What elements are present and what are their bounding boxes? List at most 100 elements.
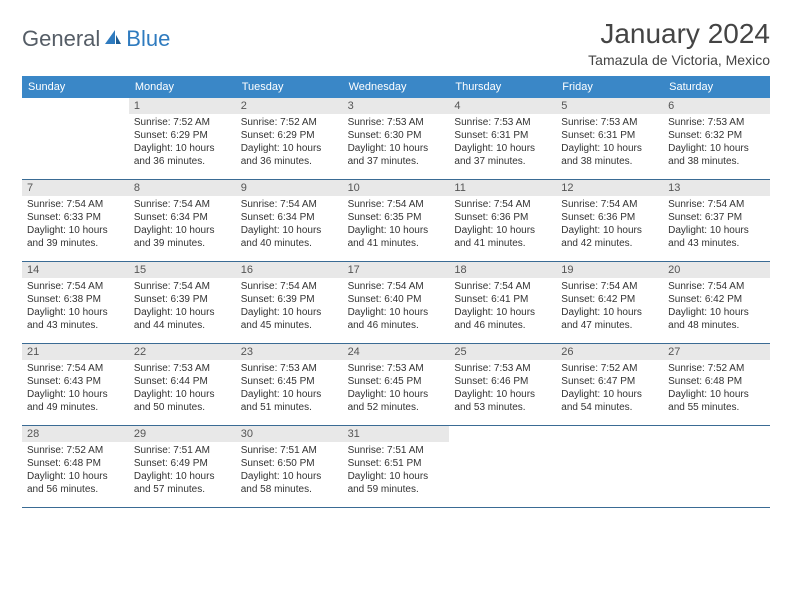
calendar-cell: 0 bbox=[663, 426, 770, 508]
calendar-cell: 0 bbox=[449, 426, 556, 508]
sunset-line: Sunset: 6:49 PM bbox=[134, 458, 208, 469]
day-number: 15 bbox=[129, 262, 236, 278]
day-details: Sunrise: 7:54 AMSunset: 6:42 PMDaylight:… bbox=[556, 278, 663, 336]
daylight-line: Daylight: 10 hours and 54 minutes. bbox=[561, 389, 642, 413]
day-number: 7 bbox=[22, 180, 129, 196]
day-details: Sunrise: 7:54 AMSunset: 6:41 PMDaylight:… bbox=[449, 278, 556, 336]
calendar-cell: 20 Sunrise: 7:54 AM Sunset: 6:42 PM Dayligh… bbox=[663, 262, 770, 344]
sunrise-line: Sunrise: 7:53 AM bbox=[454, 117, 530, 128]
logo: General Blue bbox=[22, 18, 170, 52]
day-details: Sunrise: 7:54 AMSunset: 6:35 PMDaylight:… bbox=[343, 196, 450, 254]
daylight-line: Daylight: 10 hours and 41 minutes. bbox=[454, 225, 535, 249]
day-number: 28 bbox=[22, 426, 129, 442]
sunrise-line: Sunrise: 7:54 AM bbox=[27, 281, 103, 292]
day-number: 22 bbox=[129, 344, 236, 360]
sunset-line: Sunset: 6:44 PM bbox=[134, 376, 208, 387]
day-number: 29 bbox=[129, 426, 236, 442]
daylight-line: Daylight: 10 hours and 51 minutes. bbox=[241, 389, 322, 413]
day-number: 21 bbox=[22, 344, 129, 360]
sunrise-line: Sunrise: 7:54 AM bbox=[668, 281, 744, 292]
sunset-line: Sunset: 6:45 PM bbox=[241, 376, 315, 387]
calendar-cell: 19Sunrise: 7:54 AMSunset: 6:42 PMDayligh… bbox=[556, 262, 663, 344]
daylight-line: Daylight: 10 hours and 37 minutes. bbox=[348, 143, 429, 167]
sunset-line: Sunset: 6:39 PM bbox=[241, 294, 315, 305]
sunset-line: Sunset: 6:46 PM bbox=[454, 376, 528, 387]
sunrise-line: Sunrise: 7:54 AM bbox=[241, 199, 317, 210]
day-number: 16 bbox=[236, 262, 343, 278]
day-number: 13 bbox=[663, 180, 770, 196]
sunrise-line: Sunrise: 7:54 AM bbox=[134, 199, 210, 210]
sunset-line: Sunset: 6:40 PM bbox=[348, 294, 422, 305]
sunrise-line: Sunrise: 7:53 AM bbox=[134, 363, 210, 374]
sunset-line: Sunset: 6:38 PM bbox=[27, 294, 101, 305]
weekday-header: Thursday bbox=[449, 76, 556, 98]
sunrise-line: Sunrise: 7:51 AM bbox=[348, 445, 424, 456]
sunrise-line: Sunrise: 7:51 AM bbox=[241, 445, 317, 456]
sunset-line: Sunset: 6:43 PM bbox=[27, 376, 101, 387]
sunset-line: Sunset: 6:39 PM bbox=[134, 294, 208, 305]
sunrise-line: Sunrise: 7:54 AM bbox=[668, 199, 744, 210]
calendar-cell: 6Sunrise: 7:53 AMSunset: 6:32 PMDaylight… bbox=[663, 98, 770, 180]
sunset-line: Sunset: 6:42 PM bbox=[668, 294, 742, 305]
day-details: Sunrise: 7:54 AMSunset: 6:39 PMDaylight:… bbox=[129, 278, 236, 336]
calendar-cell: 0 bbox=[556, 426, 663, 508]
logo-blue: Blue bbox=[126, 26, 170, 52]
daylight-line: Daylight: 10 hours and 43 minutes. bbox=[668, 225, 749, 249]
weekday-header: Friday bbox=[556, 76, 663, 98]
day-details: Sunrise: 7:52 AMSunset: 6:47 PMDaylight:… bbox=[556, 360, 663, 418]
calendar-cell: 12Sunrise: 7:54 AMSunset: 6:36 PMDayligh… bbox=[556, 180, 663, 262]
page-header: General Blue January 2024 Tamazula de Vi… bbox=[22, 18, 770, 68]
daylight-line: Daylight: 10 hours and 39 minutes. bbox=[134, 225, 215, 249]
sunrise-line: Sunrise: 7:53 AM bbox=[348, 117, 424, 128]
daylight-line: Daylight: 10 hours and 40 minutes. bbox=[241, 225, 322, 249]
daylight-line: Daylight: 10 hours and 43 minutes. bbox=[27, 307, 108, 331]
sunset-line: Sunset: 6:29 PM bbox=[134, 130, 208, 141]
daylight-line: Daylight: 10 hours and 47 minutes. bbox=[561, 307, 642, 331]
sunrise-line: Sunrise: 7:54 AM bbox=[27, 363, 103, 374]
sunrise-line: Sunrise: 7:52 AM bbox=[668, 363, 744, 374]
day-number: 12 bbox=[556, 180, 663, 196]
day-details: Sunrise: 7:54 AMSunset: 6:34 PMDaylight:… bbox=[236, 196, 343, 254]
day-details: Sunrise: 7:54 AMSunset: 6:34 PMDaylight:… bbox=[129, 196, 236, 254]
sunrise-line: Sunrise: 7:54 AM bbox=[241, 281, 317, 292]
calendar-cell: 14Sunrise: 7:54 AMSunset: 6:38 PMDayligh… bbox=[22, 262, 129, 344]
calendar-cell: 18Sunrise: 7:54 AMSunset: 6:41 PMDayligh… bbox=[449, 262, 556, 344]
day-details: Sunrise: 7:52 AMSunset: 6:48 PMDaylight:… bbox=[22, 442, 129, 500]
calendar-cell: 13Sunrise: 7:54 AMSunset: 6:37 PMDayligh… bbox=[663, 180, 770, 262]
day-details: Sunrise: 7:52 AMSunset: 6:29 PMDaylight:… bbox=[129, 114, 236, 172]
calendar-body: 01Sunrise: 7:52 AMSunset: 6:29 PMDayligh… bbox=[22, 98, 770, 508]
daylight-line: Daylight: 10 hours and 53 minutes. bbox=[454, 389, 535, 413]
title-month: January 2024 bbox=[588, 18, 770, 50]
sunrise-line: Sunrise: 7:54 AM bbox=[134, 281, 210, 292]
day-number: 1 bbox=[129, 98, 236, 114]
day-number: 20 bbox=[663, 262, 770, 278]
title-block: January 2024 Tamazula de Victoria, Mexic… bbox=[588, 18, 770, 68]
logo-sail-icon bbox=[103, 26, 123, 52]
logo-general: General bbox=[22, 26, 100, 52]
day-number: 9 bbox=[236, 180, 343, 196]
daylight-line: Daylight: 10 hours and 59 minutes. bbox=[348, 471, 429, 495]
calendar-cell: 24Sunrise: 7:53 AMSunset: 6:45 PMDayligh… bbox=[343, 344, 450, 426]
day-number: 5 bbox=[556, 98, 663, 114]
daylight-line: Daylight: 10 hours and 58 minutes. bbox=[241, 471, 322, 495]
day-details: Sunrise: 7:54 AMSunset: 6:36 PMDaylight:… bbox=[556, 196, 663, 254]
day-number: 4 bbox=[449, 98, 556, 114]
calendar-cell: 29Sunrise: 7:51 AMSunset: 6:49 PMDayligh… bbox=[129, 426, 236, 508]
daylight-line: Daylight: 10 hours and 46 minutes. bbox=[348, 307, 429, 331]
daylight-line: Daylight: 10 hours and 37 minutes. bbox=[454, 143, 535, 167]
calendar-cell: 1Sunrise: 7:52 AMSunset: 6:29 PMDaylight… bbox=[129, 98, 236, 180]
day-details: Sunrise: 7:53 AMSunset: 6:32 PMDaylight:… bbox=[663, 114, 770, 172]
calendar-cell: 22Sunrise: 7:53 AMSunset: 6:44 PMDayligh… bbox=[129, 344, 236, 426]
sunset-line: Sunset: 6:48 PM bbox=[668, 376, 742, 387]
sunrise-line: Sunrise: 7:54 AM bbox=[348, 281, 424, 292]
day-details: Sunrise: 7:54 AMSunset: 6:33 PMDaylight:… bbox=[22, 196, 129, 254]
daylight-line: Daylight: 10 hours and 48 minutes. bbox=[668, 307, 749, 331]
calendar-cell: 15Sunrise: 7:54 AMSunset: 6:39 PMDayligh… bbox=[129, 262, 236, 344]
calendar-cell: 16Sunrise: 7:54 AMSunset: 6:39 PMDayligh… bbox=[236, 262, 343, 344]
sunset-line: Sunset: 6:36 PM bbox=[561, 212, 635, 223]
day-details: Sunrise: 7:54 AMSunset: 6:43 PMDaylight:… bbox=[22, 360, 129, 418]
sunrise-line: Sunrise: 7:53 AM bbox=[241, 363, 317, 374]
daylight-line: Daylight: 10 hours and 41 minutes. bbox=[348, 225, 429, 249]
weekday-header: Monday bbox=[129, 76, 236, 98]
daylight-line: Daylight: 10 hours and 42 minutes. bbox=[561, 225, 642, 249]
